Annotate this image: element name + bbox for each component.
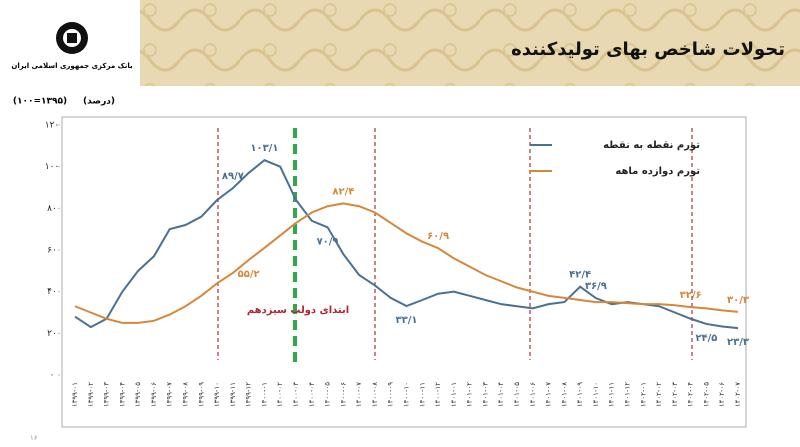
x-tick-label: ۱۴۰۰-۰۷ [355,382,363,407]
x-tick-label: ۱۳۹۹-۰۳ [103,382,111,407]
y-tick-label: ۴۰ [47,287,57,297]
x-tick-label: ۱۴۰۰-۰۶ [339,382,347,407]
y-tick-label: ۲۰ [47,329,57,339]
x-tick-label: ۱۴۰۰-۱۲ [434,382,442,407]
unit-note: (درصد) [83,97,115,107]
x-tick-label: ۱۴۰۱-۰۲ [466,382,474,407]
x-tick-label: ۱۴۰۰-۰۵ [324,382,332,407]
x-tick-label: ۱۴۰۱-۰۷ [545,382,553,407]
x-tick-label: ۱۴۰۱-۰۸ [560,382,568,407]
bank-name: بانک مرکزی جمهوری اسلامی ایران [11,62,133,70]
x-tick-label: ۱۴۰۱-۱۰ [592,382,600,407]
x-tick-label: ۱۳۹۹-۰۲ [87,382,95,407]
logo [56,22,88,54]
x-tick-label: ۱۴۰۰-۱۱ [418,382,426,407]
x-tick-label: ۱۴۰۰-۰۳ [292,382,300,407]
x-tick-label: ۱۳۹۹-۰۷ [166,382,174,407]
x-tick-label: ۱۳۹۹-۰۱ [71,382,79,407]
x-tick-label: ۱۴۰۰-۰۸ [371,382,379,407]
period-dividers [217,128,693,360]
x-tick-label: ۱۳۹۹-۱۲ [245,382,253,407]
x-tick-label: ۱۴۰۰-۰۴ [308,382,316,407]
x-tick-label: ۱۴۰۲-۰۱ [639,382,647,407]
series-line [74,159,739,330]
x-tick-label: ۱۴۰۰-۱۰ [403,382,411,407]
x-tick-label: ۱۴۰۱-۰۱ [450,382,458,407]
x-tick-label: ۱۳۹۹-۰۸ [182,382,190,407]
x-tick-label: ۱۳۹۹-۱۱ [229,382,237,407]
x-tick-label: ۱۴۰۰-۰۲ [276,382,284,407]
slide-title: تحولات شاخص بهای تولیدکننده [511,39,785,60]
legend-label: تورم نقطه به نقطه [603,140,700,151]
value-label: ۳۲/۶ [680,290,702,301]
x-tick-label: ۱۴۰۱-۱۲ [624,382,632,407]
x-tick-label: ۱۴۰۲-۰۳ [671,382,679,407]
value-label: ۲۴/۵ [695,333,717,344]
y-tick-label: ۱۲۰ [45,121,60,131]
value-label: ۴۲/۴ [569,270,591,281]
x-tick-label: ۱۳۹۹-۰۹ [197,382,205,407]
x-tick-label: ۱۴۰۰-۰۱ [260,382,268,407]
y-tick-label: ۸۰ [47,204,57,214]
base-note: (۱۰۰=۱۳۹۵) [13,97,67,107]
value-label: ۳۰/۳ [727,295,749,306]
x-tick-label: ۱۴۰۱-۰۹ [576,382,584,407]
x-tick-label: ۱۴۰۱-۰۵ [513,382,521,407]
x-tick-label: ۱۴۰۱-۰۴ [497,382,505,407]
series-line [74,202,739,324]
x-tick-label: ۱۴۰۲-۰۵ [702,382,710,407]
x-tick-label: ۱۴۰۱-۱۱ [608,382,616,407]
value-label: ۸۲/۴ [332,186,354,197]
value-label: ۸۹/۷ [222,171,244,182]
x-tick-label: ۱۴۰۲-۰۲ [655,382,663,407]
legend-label: تورم دوازده ماهه [615,166,700,177]
x-tick-label: ۱۴۰۲-۰۴ [687,382,695,407]
x-tick-label: ۱۳۹۹-۰۴ [118,382,126,407]
plot-frame [61,116,747,428]
value-label: ۵۵/۲ [238,269,260,280]
value-label: ۶۰/۹ [427,231,449,242]
x-tick-label: ۱۴۰۲-۰۷ [734,382,742,407]
x-tick-label: ۱۴۰۰-۰۹ [387,382,395,407]
value-label: ۳۳/۱ [396,315,418,326]
x-tick-label: ۱۴۰۲-۰۶ [718,382,726,407]
y-tick-label: ۱۰۰ [45,162,60,172]
value-label: ۳۶/۹ [585,281,607,292]
annotation: ابتدای دولت سیزدهم [247,305,349,316]
x-tick-label: ۱۳۹۹-۱۰ [213,382,221,407]
value-label: ۱۰۳/۱ [250,143,278,154]
value-label: ۲۳/۳ [727,337,749,348]
x-tick-label: ۱۴۰۱-۰۶ [529,382,537,407]
y-tick-label: ۰ [50,371,55,381]
x-tick-label: ۱۳۹۹-۰۵ [134,382,142,407]
x-tick-label: ۱۴۰۱-۰۳ [481,382,489,407]
y-tick-label: ۶۰ [47,246,57,256]
page-number: ۱۶ [30,434,38,442]
value-label: ۷۰/۹ [317,236,339,247]
x-tick-label: ۱۳۹۹-۰۶ [150,382,158,407]
